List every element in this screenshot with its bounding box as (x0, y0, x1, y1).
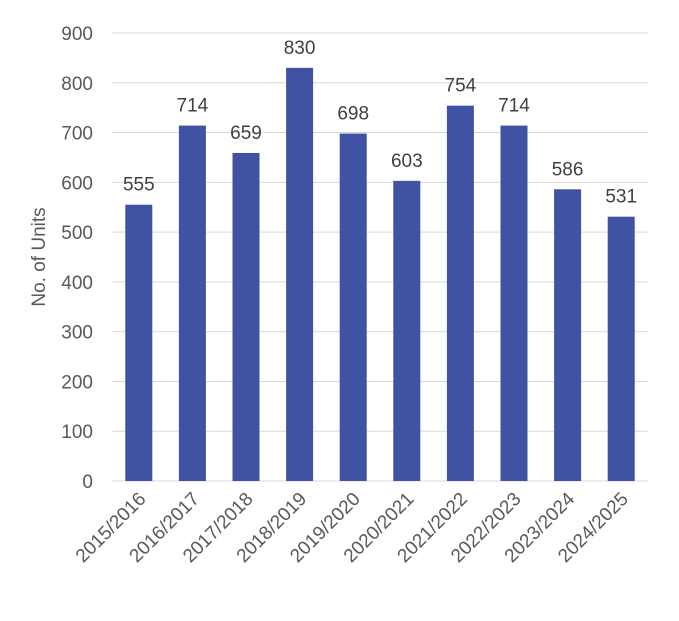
y-tick-label: 800 (61, 74, 93, 95)
data-label: 830 (284, 38, 316, 59)
bar (393, 180, 421, 481)
y-tick-label: 100 (61, 422, 93, 443)
data-label: 555 (123, 175, 155, 196)
data-label: 603 (391, 151, 423, 172)
y-tick-label: 0 (82, 472, 93, 493)
bar (446, 105, 474, 482)
y-tick-label: 400 (61, 273, 93, 294)
y-axis-title: No. of Units (29, 207, 50, 306)
bar (339, 133, 367, 481)
y-tick-label: 500 (61, 223, 93, 244)
y-tick-label: 600 (61, 173, 93, 194)
data-label: 714 (177, 96, 209, 117)
data-label: 531 (605, 187, 637, 208)
y-tick-label: 300 (61, 323, 93, 344)
data-labels: 555 714 659 830 698 603 754 714 586 531 (123, 38, 637, 208)
bar (500, 125, 528, 481)
bars (125, 67, 635, 482)
y-axis-ticks: 0 100 200 300 400 500 600 700 800 900 (61, 24, 93, 493)
x-axis-ticks: 2015/20162016/20172017/20182018/20192019… (72, 488, 633, 567)
bar (232, 152, 260, 481)
bar (286, 67, 314, 481)
y-tick-label: 700 (61, 124, 93, 145)
data-label: 659 (230, 123, 262, 144)
bar (554, 189, 582, 481)
y-tick-label: 200 (61, 372, 93, 393)
data-label: 586 (552, 159, 584, 180)
bar (607, 216, 635, 481)
bar (178, 125, 206, 481)
data-label: 714 (498, 96, 530, 117)
y-tick-label: 900 (61, 24, 93, 45)
bar (125, 204, 153, 481)
data-label: 698 (337, 104, 369, 125)
data-label: 754 (445, 76, 477, 97)
